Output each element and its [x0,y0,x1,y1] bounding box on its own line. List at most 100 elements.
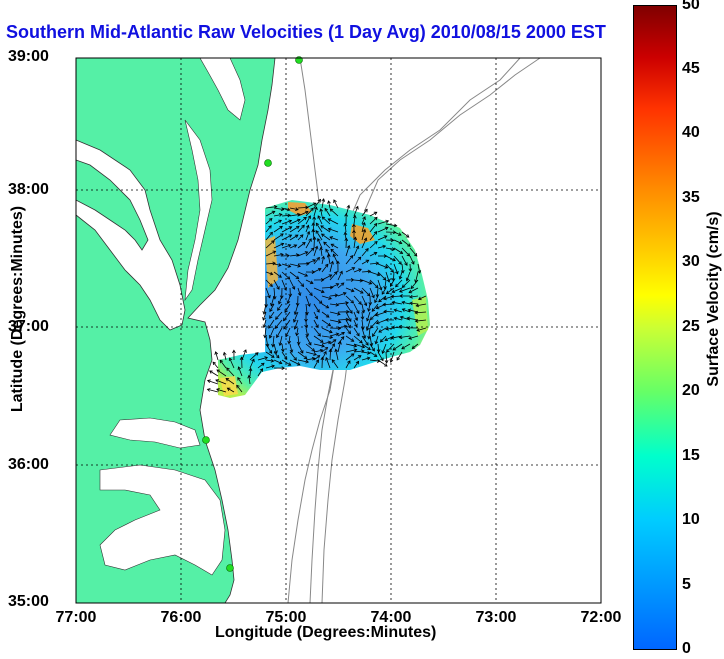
velocity-arrow-head [398,275,403,280]
velocity-arrow-head [314,245,319,250]
velocity-arrow-head [268,225,272,229]
velocity-arrow-head [278,219,282,224]
velocity-arrow [305,327,309,337]
velocity-arrow [395,279,403,288]
velocity-arrow [385,263,394,273]
velocity-arrow [369,223,378,233]
velocity-arrow-head [300,283,305,287]
velocity-arrow [273,287,276,300]
velocity-arrow-head [336,260,340,264]
velocity-arrow [273,243,284,249]
velocity-arrow [361,216,366,225]
velocity-arrow-head [236,384,240,389]
velocity-arrow-head [324,347,329,351]
velocity-arrow [384,279,387,289]
velocity-arrow-head [343,231,348,236]
velocity-arrow-head [320,233,325,238]
velocity-arrow-head [312,202,317,206]
velocity-arrow [399,287,411,293]
velocity-arrow-head [314,315,319,320]
velocity-arrow [329,208,339,217]
velocity-arrow [401,239,411,247]
velocity-arrow-head [352,223,356,228]
velocity-arrow-head [294,234,299,238]
velocity-arrow-head [239,356,244,360]
velocity-arrow [369,335,373,346]
velocity-arrow-head [350,353,355,357]
velocity-arrow [369,351,378,357]
velocity-arrow [391,335,403,339]
velocity-arrow [416,327,427,331]
velocity-arrow [361,295,367,306]
velocity-arrow-head [362,221,366,226]
velocity-arrow-head [368,281,373,285]
velocity-arrow [313,355,320,361]
velocity-arrow-head [283,356,288,360]
velocity-arrow-head [280,252,284,257]
velocity-arrow-head [365,259,370,264]
velocity-arrow-head [344,237,349,242]
velocity-arrow [294,303,299,315]
velocity-arrow [297,271,308,277]
pamlico-sound [99,464,226,576]
velocity-arrow [366,319,371,331]
velocity-arrow [265,335,269,347]
velocity-arrow [381,287,387,295]
velocity-arrow [257,357,268,361]
velocity-arrow [324,208,331,217]
velocity-arrow [382,343,387,354]
velocity-arrow-head [293,311,298,316]
velocity-arrow-head [386,279,391,283]
velocity-arrow [408,287,419,293]
velocity-arrow [392,301,403,305]
velocity-arrow [265,279,273,287]
velocity-arrow-head [340,336,345,340]
velocity-arrow [293,311,299,323]
velocity-arrow [276,327,283,338]
velocity-arrow [361,229,366,241]
velocity-arrow-head [362,216,366,220]
velocity-arrow-head [362,228,367,233]
velocity-arrow-head [325,356,329,361]
velocity-arrow-head [311,222,316,226]
velocity-arrow [313,311,318,319]
velocity-arrow [321,341,331,345]
velocity-arrow-head [296,218,301,223]
velocity-arrow [281,220,292,225]
velocity-arrow-head [386,349,390,353]
velocity-arrow [323,241,331,249]
velocity-arrow-head [232,349,236,354]
velocity-arrow-head [399,294,403,298]
velocity-arrow [401,343,411,350]
velocity-arrow-head [317,237,321,242]
velocity-arrow-head [317,215,321,219]
velocity-arrow-head [360,326,365,330]
velocity-arrow [415,319,427,322]
velocity-arrow [353,355,362,361]
velocity-arrow [401,231,410,238]
velocity-arrow [417,263,421,274]
velocity-arrow [415,271,419,283]
velocity-arrow-head [397,232,402,236]
velocity-arrow [369,279,379,288]
velocity-arrow-head [360,316,365,320]
velocity-arrow [248,375,251,385]
velocity-arrow [285,327,291,337]
velocity-arrow-head [404,262,408,267]
velocity-arrow [317,238,323,249]
velocity-arrow-head [212,361,217,366]
velocity-arrow [313,327,321,337]
chesapeake-bay [75,139,186,331]
velocity-arrow [305,295,311,307]
velocity-arrow [396,351,403,361]
velocity-arrow [353,256,362,265]
velocity-arrow [297,343,304,354]
velocity-arrow-head [376,272,381,277]
velocity-arrow [289,207,299,210]
velocity-arrow-head [414,319,419,323]
velocity-arrow [377,220,389,225]
velocity-arrow [345,335,354,342]
velocity-arrow [265,365,275,369]
velocity-arrow-head [399,315,404,320]
velocity-arrow [273,271,282,278]
